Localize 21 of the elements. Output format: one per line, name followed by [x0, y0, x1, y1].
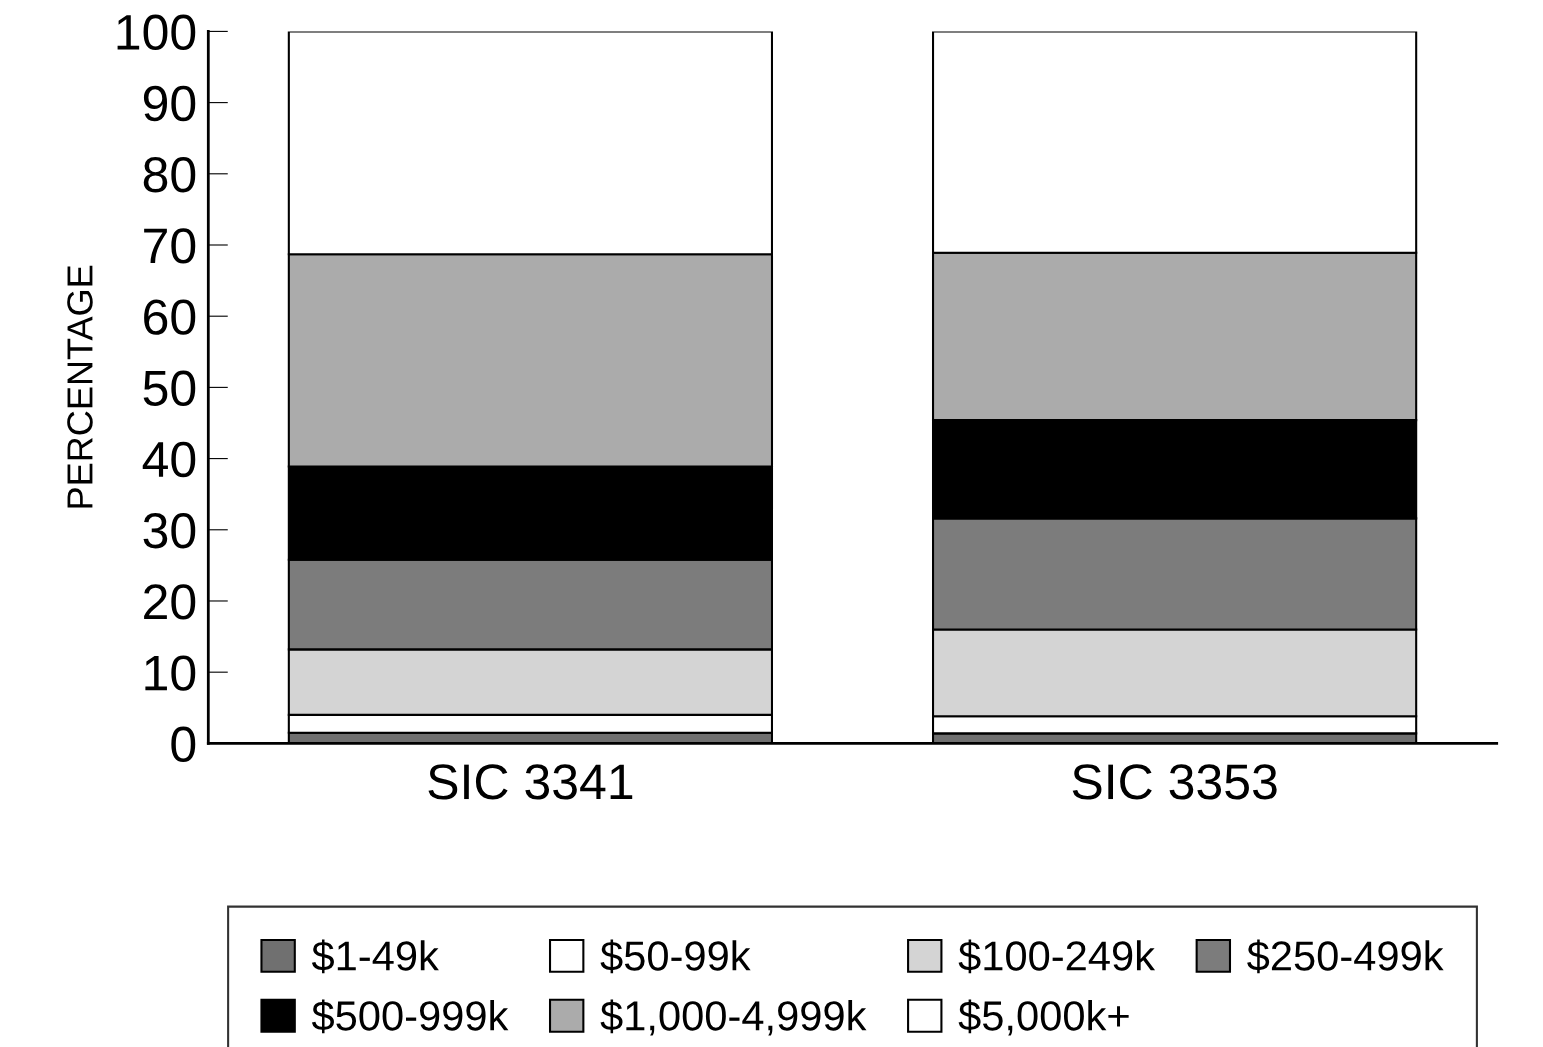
legend-label: $1,000-4,999k: [600, 999, 867, 1036]
x-tick-label: SIC 3341: [428, 764, 633, 800]
legend-label: $500-999k: [311, 999, 509, 1034]
legend-label: $5,000k+: [958, 999, 1129, 1036]
legend-label: $100-249k: [958, 939, 1156, 974]
y-tick-label: 100: [117, 14, 196, 51]
legend-label: $50-99k: [600, 939, 751, 974]
legend-label: $250-499k: [1247, 939, 1444, 974]
y-tick-label: 70: [144, 228, 196, 264]
y-tick-label: 0: [171, 726, 196, 762]
x-tick-label: SIC 3353: [1072, 764, 1277, 800]
y-tick-label: 60: [144, 299, 196, 335]
y-tick-label: 20: [144, 584, 196, 620]
legend-label: $1-49k: [311, 939, 439, 974]
y-tick-label: 80: [143, 157, 196, 193]
y-tick-label: 40: [142, 441, 196, 478]
y-axis-title: PERCENTAGE: [67, 265, 93, 508]
y-tick-label: 30: [143, 512, 196, 549]
y-tick-label: 10: [145, 655, 196, 691]
y-tick-label: 90: [143, 85, 196, 122]
y-tick-label: 50: [143, 370, 196, 406]
